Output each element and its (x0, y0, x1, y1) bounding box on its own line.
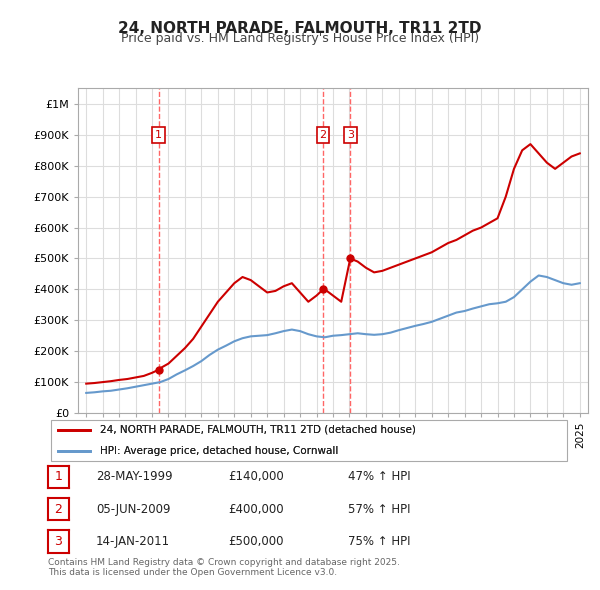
Text: £400,000: £400,000 (228, 503, 284, 516)
Text: 2: 2 (55, 503, 62, 516)
Text: £500,000: £500,000 (228, 535, 284, 548)
Text: 24, NORTH PARADE, FALMOUTH, TR11 2TD: 24, NORTH PARADE, FALMOUTH, TR11 2TD (118, 21, 482, 35)
Text: 1: 1 (55, 470, 62, 483)
Text: £140,000: £140,000 (228, 470, 284, 483)
Text: 57% ↑ HPI: 57% ↑ HPI (348, 503, 410, 516)
Text: 3: 3 (347, 130, 354, 140)
Text: HPI: Average price, detached house, Cornwall: HPI: Average price, detached house, Corn… (100, 446, 338, 455)
Text: 24, NORTH PARADE, FALMOUTH, TR11 2TD (detached house): 24, NORTH PARADE, FALMOUTH, TR11 2TD (de… (100, 425, 416, 435)
Text: 05-JUN-2009: 05-JUN-2009 (96, 503, 170, 516)
Text: 14-JAN-2011: 14-JAN-2011 (96, 535, 170, 548)
Text: 47% ↑ HPI: 47% ↑ HPI (348, 470, 410, 483)
Text: 24, NORTH PARADE, FALMOUTH, TR11 2TD (detached house): 24, NORTH PARADE, FALMOUTH, TR11 2TD (de… (100, 425, 416, 435)
Text: 2: 2 (320, 130, 326, 140)
Text: Price paid vs. HM Land Registry's House Price Index (HPI): Price paid vs. HM Land Registry's House … (121, 32, 479, 45)
Text: 3: 3 (55, 535, 62, 548)
Text: HPI: Average price, detached house, Cornwall: HPI: Average price, detached house, Corn… (100, 446, 338, 455)
FancyBboxPatch shape (50, 420, 568, 461)
Text: 75% ↑ HPI: 75% ↑ HPI (348, 535, 410, 548)
Text: Contains HM Land Registry data © Crown copyright and database right 2025.
This d: Contains HM Land Registry data © Crown c… (48, 558, 400, 577)
Text: 28-MAY-1999: 28-MAY-1999 (96, 470, 173, 483)
Text: 1: 1 (155, 130, 162, 140)
